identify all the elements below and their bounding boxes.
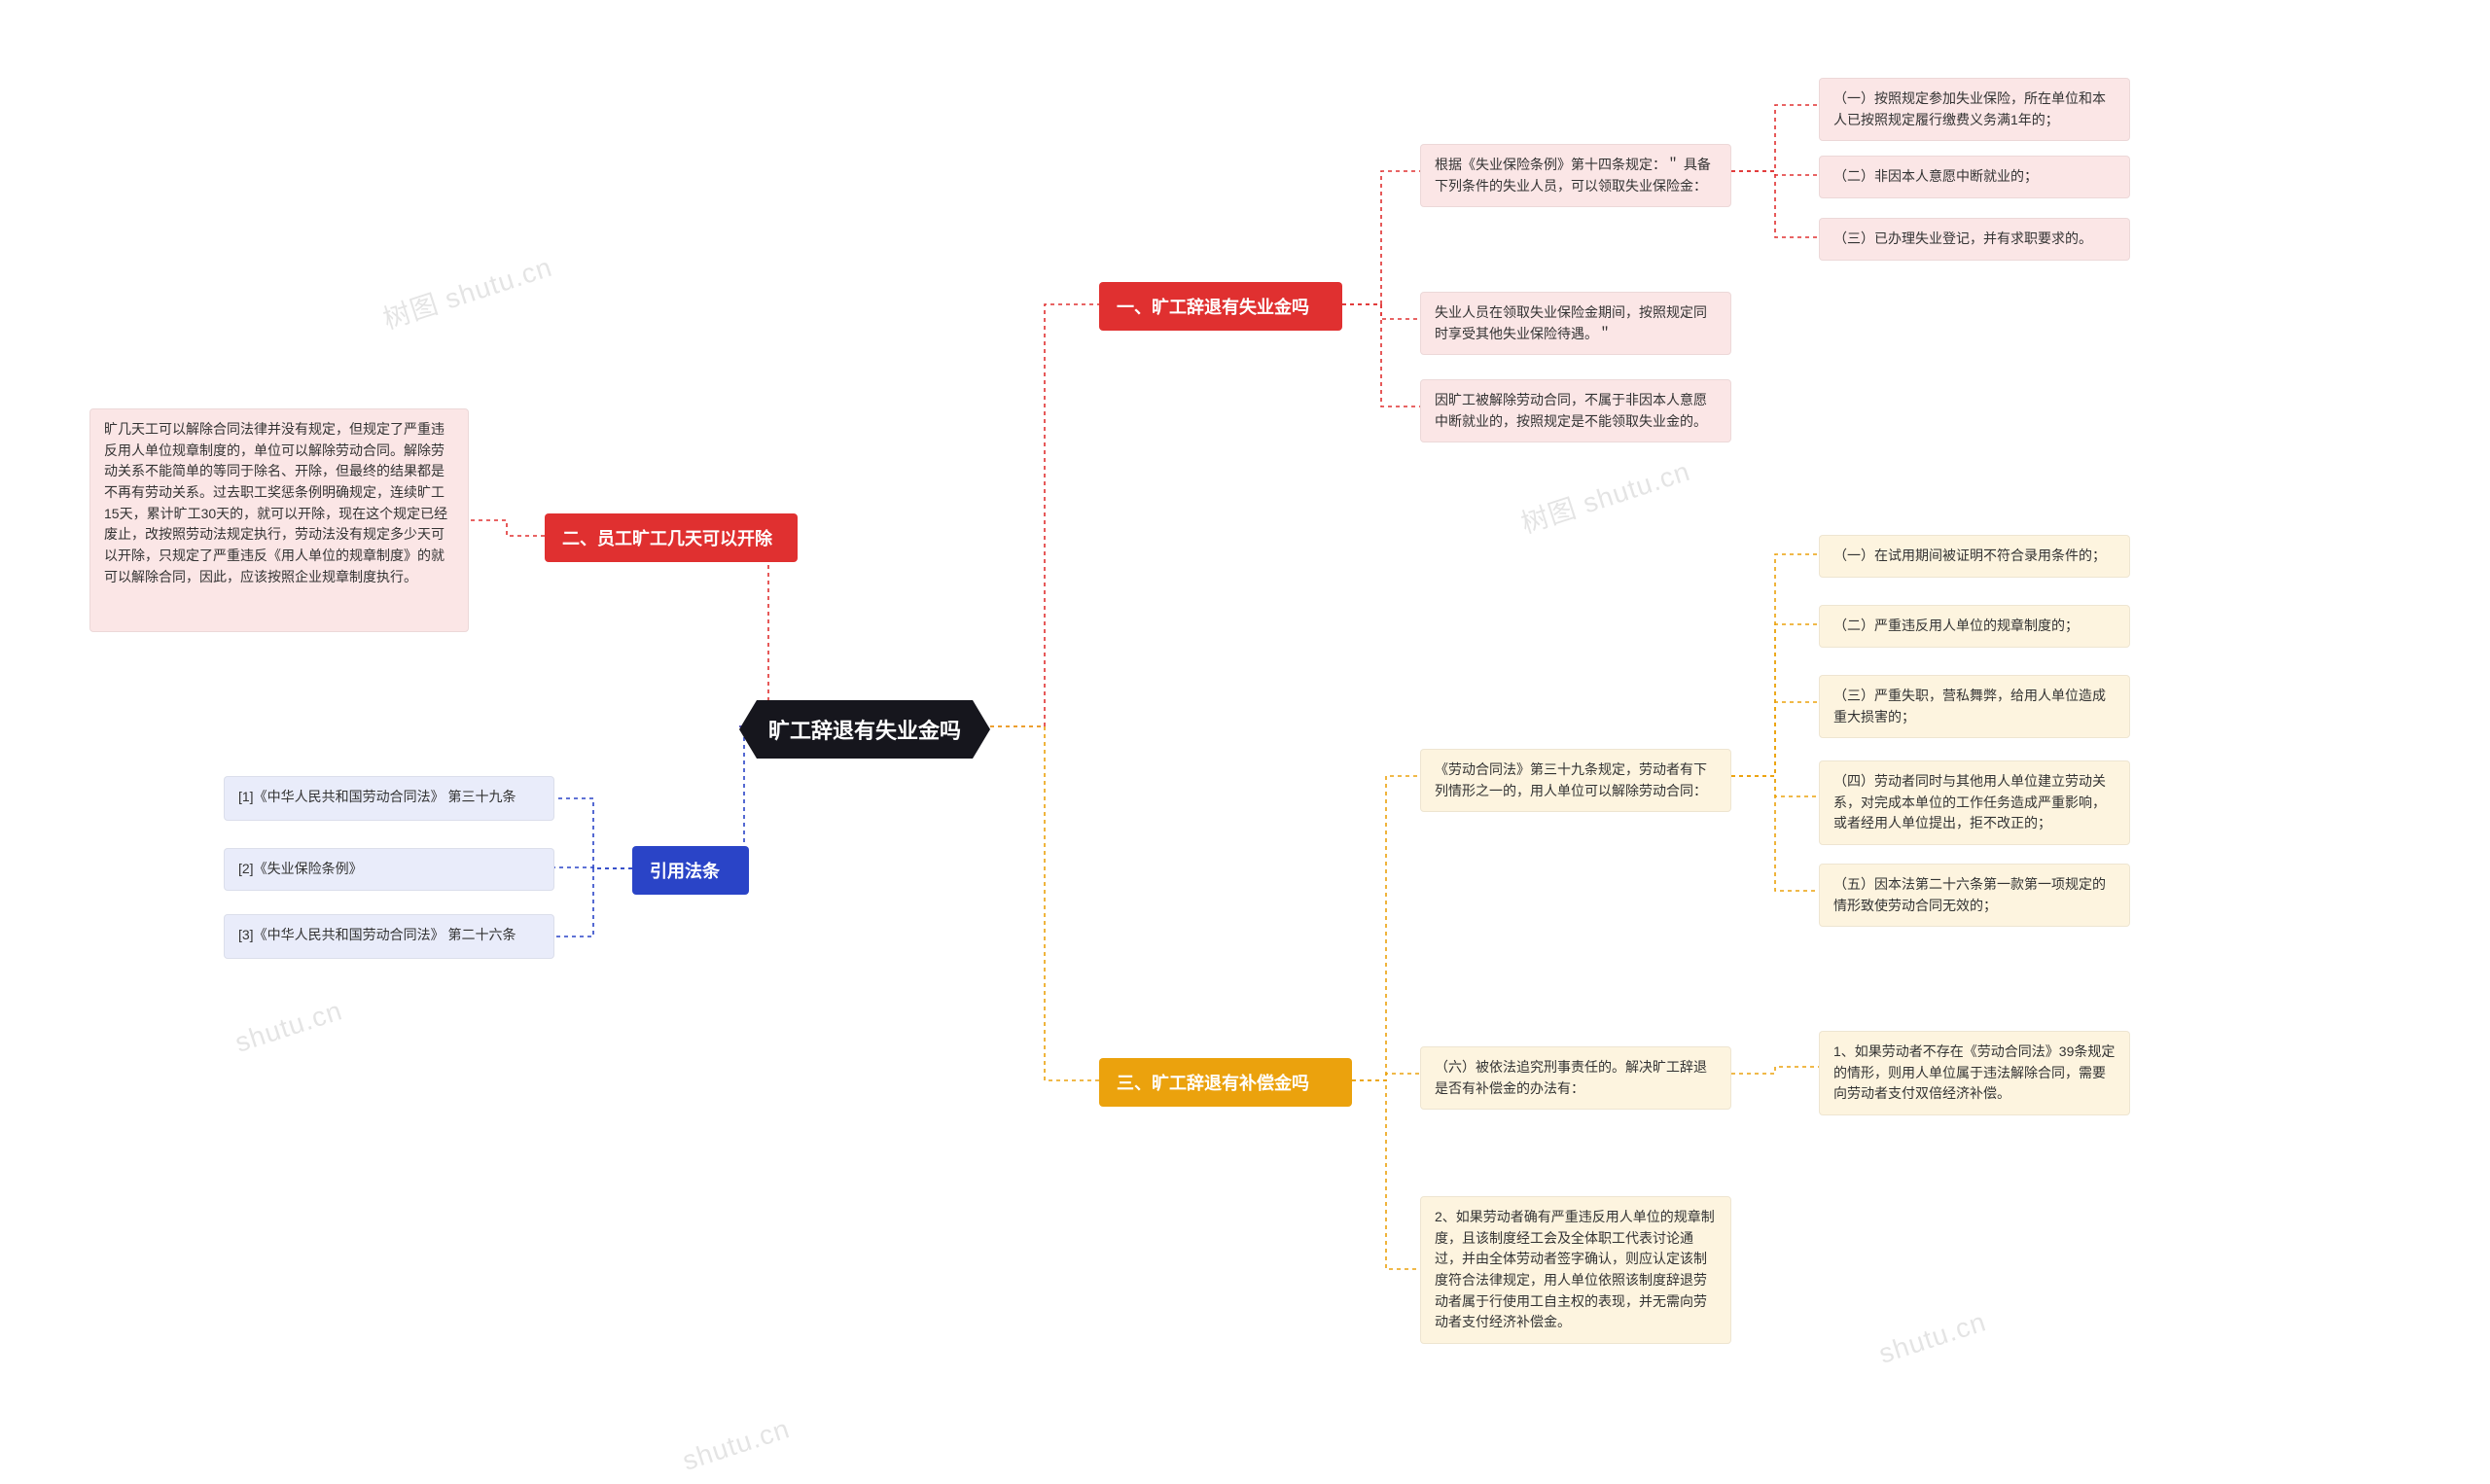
branch-4-item-2: 2、如果劳动者确有严重违反用人单位的规章制度，且该制度经工会及全体职工代表讨论通… (1420, 1196, 1731, 1344)
branch-4-item-0-1: （二）严重违反用人单位的规章制度的； (1819, 605, 2130, 648)
branch-3-title: 引用法条 (632, 846, 749, 895)
branch-3-item-0: [1]《中华人民共和国劳动合同法》 第三十九条 (224, 776, 554, 821)
branch-4-item-0-2: （三）严重失职，营私舞弊，给用人单位造成重大损害的； (1819, 675, 2130, 738)
branch-4-item-0-3: （四）劳动者同时与其他用人单位建立劳动关系，对完成本单位的工作任务造成严重影响，… (1819, 760, 2130, 845)
branch-1-title: 一、旷工辞退有失业金吗 (1099, 282, 1342, 331)
branch-1-item-0-1: （二）非因本人意愿中断就业的； (1819, 156, 2130, 198)
root-node: 旷工辞退有失业金吗 (739, 700, 990, 759)
branch-3-item-2: [3]《中华人民共和国劳动合同法》 第二十六条 (224, 914, 554, 959)
branch-2-item-0: 旷几天工可以解除合同法律并没有规定，但规定了严重违反用人单位规章制度的，单位可以… (89, 408, 469, 632)
branch-4-title: 三、旷工辞退有补偿金吗 (1099, 1058, 1352, 1107)
branch-1-item-2: 因旷工被解除劳动合同，不属于非因本人意愿中断就业的，按照规定是不能领取失业金的。 (1420, 379, 1731, 442)
branch-1-item-0: 根据《失业保险条例》第十四条规定：＂ 具备下列条件的失业人员，可以领取失业保险金… (1420, 144, 1731, 207)
branch-4-item-0-4: （五）因本法第二十六条第一款第一项规定的情形致使劳动合同无效的； (1819, 864, 2130, 927)
watermark: 树图 shutu.cn (1515, 450, 1694, 542)
watermark: shutu.cn (1875, 1306, 1990, 1370)
branch-4-item-0-0: （一）在试用期间被证明不符合录用条件的； (1819, 535, 2130, 578)
branch-4-item-1: （六）被依法追究刑事责任的。解决旷工辞退是否有补偿金的办法有： (1420, 1046, 1731, 1110)
watermark: 树图 shutu.cn (377, 246, 556, 337)
branch-1-item-1: 失业人员在领取失业保险金期间，按照规定同时享受其他失业保险待遇。＂ (1420, 292, 1731, 355)
branch-1-item-0-0: （一）按照规定参加失业保险，所在单位和本人已按照规定履行缴费义务满1年的； (1819, 78, 2130, 141)
branch-2-title: 二、员工旷工几天可以开除 (545, 513, 798, 562)
watermark: shutu.cn (231, 995, 346, 1059)
branch-1-item-0-2: （三）已办理失业登记，并有求职要求的。 (1819, 218, 2130, 261)
branch-3-item-1: [2]《失业保险条例》 (224, 848, 554, 891)
branch-4-item-1-0: 1、如果劳动者不存在《劳动合同法》39条规定的情形，则用人单位属于违法解除合同，… (1819, 1031, 2130, 1115)
watermark: shutu.cn (679, 1413, 794, 1477)
branch-4-item-0: 《劳动合同法》第三十九条规定，劳动者有下列情形之一的，用人单位可以解除劳动合同： (1420, 749, 1731, 812)
